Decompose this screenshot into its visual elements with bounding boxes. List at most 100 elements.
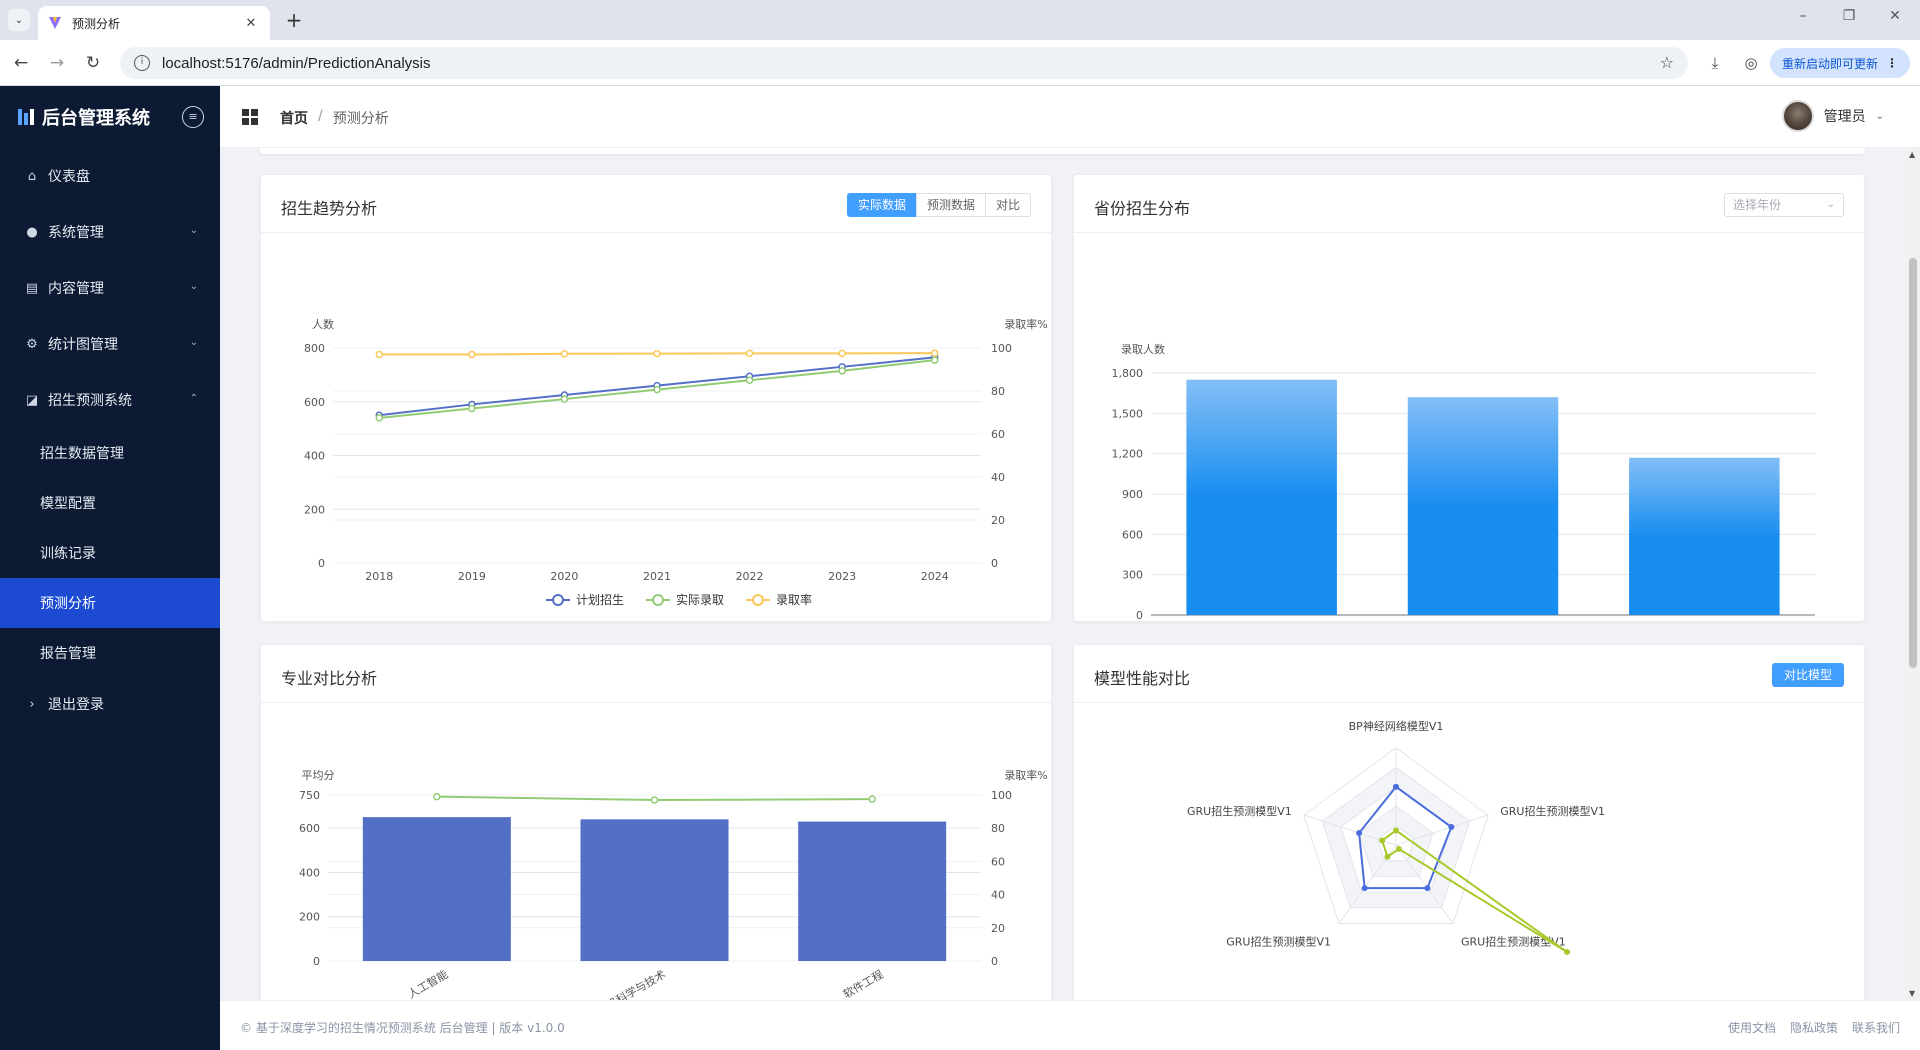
- legend-marker: [652, 594, 664, 606]
- breadcrumb-home[interactable]: 首页: [280, 111, 308, 127]
- radar-indicator-label: GRU招生预测模型V1: [1500, 804, 1605, 818]
- y-axis-right-title: 录取率%: [1004, 768, 1047, 782]
- sidebar-sub-train-log[interactable]: 训练记录: [40, 546, 96, 562]
- x-tick-label: 2018: [365, 570, 393, 583]
- forward-arrow-icon[interactable]: →: [49, 53, 65, 73]
- radar-point: [1564, 949, 1570, 955]
- sidebar-item-prediction[interactable]: ◪ 招生预测系统 ⌃: [0, 372, 220, 428]
- site-info-icon[interactable]: i: [134, 55, 150, 71]
- card-trend: 招生趋势分析 实际数据 预测数据 对比 人数 录取率% 0 200 400 600 800 0…: [260, 174, 1052, 622]
- y-right-tick-label: 60: [991, 428, 1005, 441]
- footer-link-contact[interactable]: 联系我们: [1851, 1021, 1900, 1035]
- radar-point: [1361, 885, 1368, 892]
- radar-point: [1393, 783, 1399, 790]
- tab-close-icon[interactable]: ✕: [245, 15, 257, 31]
- chevron-down-icon[interactable]: ⌄: [1875, 110, 1884, 122]
- tab-title: 预测分析: [72, 16, 121, 31]
- radar-point: [1379, 837, 1386, 844]
- year-select-placeholder: 选择年份: [1733, 198, 1782, 212]
- y-right-tick-label: 0: [991, 955, 998, 968]
- radar-point: [1395, 845, 1402, 852]
- card-header: 招生趋势分析 实际数据 预测数据 对比: [261, 175, 1051, 233]
- card-title: 专业对比分析: [281, 669, 378, 688]
- compare-button[interactable]: 对比: [984, 193, 1031, 217]
- scrollbar-thumb[interactable]: [1909, 258, 1917, 668]
- url-text[interactable]: localhost:5176/admin/PredictionAnalysis: [162, 54, 431, 72]
- radar-point: [1393, 827, 1399, 834]
- window-restore-icon[interactable]: ❐: [1842, 8, 1856, 24]
- compare-models-button[interactable]: 对比模型: [1771, 663, 1844, 687]
- y-tick-label: 600: [299, 822, 320, 835]
- sidebar-sub-prediction[interactable]: 预测分析: [0, 578, 220, 628]
- user-name[interactable]: 管理员: [1823, 109, 1866, 125]
- footer-link-privacy[interactable]: 隐私政策: [1789, 1021, 1838, 1035]
- user-icon: ●: [26, 224, 38, 240]
- avatar[interactable]: [1781, 100, 1814, 132]
- tab-list-chevron-icon[interactable]: ⌄: [8, 9, 30, 31]
- sidebar-item-dashboard[interactable]: ⌂ 仪表盘: [0, 148, 220, 204]
- card-province: 省份招生分布 选择年份 ⌄ 录取人数 0 300 600 900 1,200 1,500 1,…: [1073, 174, 1865, 622]
- window-minimize-icon[interactable]: –: [1799, 8, 1807, 24]
- y-tick-label: 200: [304, 503, 325, 516]
- sidebar-item-charts[interactable]: ⚙ 统计图管理 ⌄: [0, 316, 220, 372]
- window-close-icon[interactable]: ✕: [1889, 8, 1901, 24]
- back-arrow-icon[interactable]: ←: [13, 53, 29, 73]
- data-point: [868, 795, 876, 803]
- bar: [362, 817, 511, 961]
- page-scrollbar[interactable]: ▲ ▼: [1906, 148, 1920, 1000]
- y-tick-label: 800: [304, 342, 325, 355]
- chart-icon: ◪: [25, 392, 39, 408]
- y-right-tick-label: 40: [991, 889, 1005, 902]
- radar-spoke: [1395, 814, 1489, 846]
- user-menu[interactable]: 管理员 ⌄: [1781, 100, 1884, 132]
- card-header: 省份招生分布 选择年份 ⌄: [1074, 175, 1864, 233]
- footer-link-docs[interactable]: 使用文档: [1727, 1021, 1776, 1035]
- profile-icon[interactable]: ◎: [1744, 54, 1758, 72]
- scroll-up-arrow-icon[interactable]: ▲: [1909, 150, 1916, 159]
- major-chart: 平均分 录取率% 0 200 400 600 750 0 20 40 60 80 100 人工智能 计算机科…: [299, 768, 1048, 1000]
- x-tick-label: 2022: [736, 570, 764, 583]
- apps-grid-icon[interactable]: [242, 109, 258, 125]
- browser-address-bar: ← → ↻ i localhost:5176/admin/PredictionA…: [0, 40, 1920, 86]
- sidebar-item-logout[interactable]: › 退出登录: [0, 678, 220, 730]
- url-bar[interactable]: i localhost:5176/admin/PredictionAnalysi…: [120, 47, 1688, 79]
- x-tick-label: 计算机科学与技术: [585, 967, 668, 1000]
- data-point: [433, 792, 441, 801]
- sidebar-sub-report[interactable]: 报告管理: [40, 646, 96, 662]
- y-tick-label: 0: [318, 557, 325, 570]
- breadcrumb-current: 预测分析: [332, 111, 389, 127]
- browser-tab[interactable]: 预测分析 ✕: [38, 6, 270, 40]
- actual-data-button[interactable]: 实际数据: [846, 193, 917, 217]
- more-vert-icon[interactable]: ⋮: [1886, 56, 1898, 70]
- reload-icon[interactable]: ↻: [85, 53, 101, 73]
- scroll-down-arrow-icon[interactable]: ▼: [1909, 989, 1916, 998]
- sidebar-item-label: 仪表盘: [48, 169, 90, 185]
- bookmark-star-icon[interactable]: ☆: [1659, 53, 1674, 72]
- predict-data-button[interactable]: 预测数据: [915, 193, 986, 217]
- bar: [1186, 379, 1337, 615]
- sidebar-item-system[interactable]: ● 系统管理 ⌄: [0, 204, 220, 260]
- menu-fold-icon[interactable]: ≡: [182, 106, 204, 128]
- sidebar-sub-model-config[interactable]: 模型配置: [40, 496, 96, 512]
- y-tick-label: 200: [299, 911, 320, 924]
- y-right-tick-label: 100: [991, 789, 1012, 802]
- download-icon[interactable]: ⤓: [1711, 54, 1719, 72]
- app-header: 首页 / 预测分析 管理员 ⌄: [220, 86, 1920, 148]
- update-button[interactable]: 重新启动即可更新 ⋮: [1770, 48, 1910, 78]
- sidebar-item-label: 内容管理: [48, 281, 104, 297]
- data-point: [560, 350, 569, 358]
- sidebar-sub-data[interactable]: 招生数据管理: [40, 446, 124, 462]
- card-header: 模型性能对比 对比模型: [1074, 645, 1864, 703]
- year-select[interactable]: 选择年份 ⌄: [1724, 193, 1844, 217]
- vite-favicon-icon: [49, 17, 61, 29]
- data-point: [653, 385, 661, 394]
- sidebar-item-label: 系统管理: [48, 225, 104, 241]
- sidebar-item-label: 统计图管理: [48, 337, 118, 353]
- radar-indicator-label: BP神经网络模型V1: [1349, 719, 1444, 733]
- radar-point: [1424, 885, 1431, 892]
- gear-icon: ⚙: [26, 336, 38, 352]
- chevron-up-icon: ⌃: [189, 393, 198, 404]
- sidebar-item-content[interactable]: ▤ 内容管理 ⌄: [0, 260, 220, 316]
- new-tab-plus-icon[interactable]: +: [285, 8, 303, 32]
- x-tick-label: 2024: [921, 570, 949, 583]
